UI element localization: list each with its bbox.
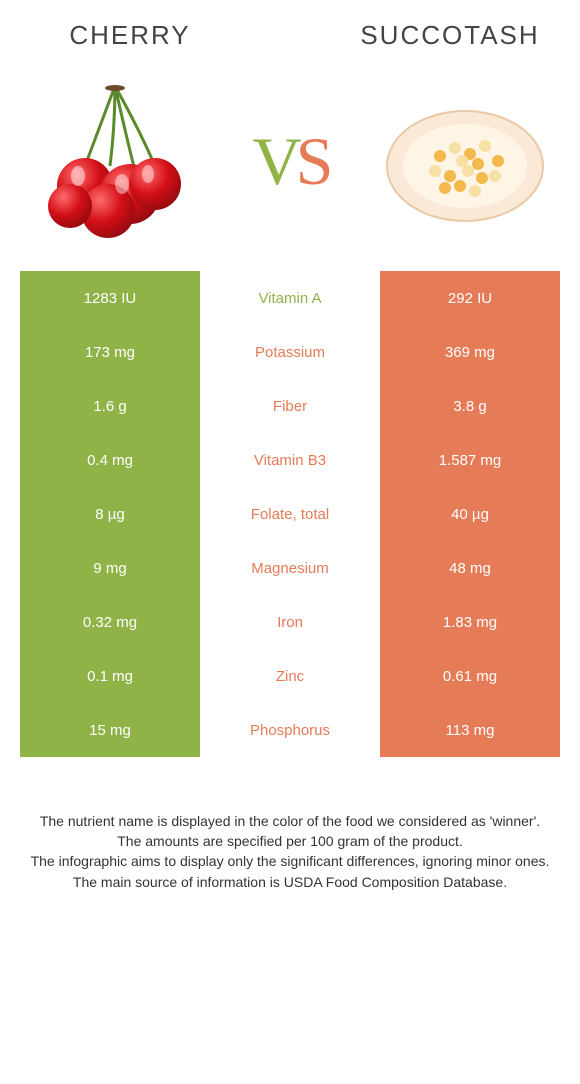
nutrient-row: 1283 IUVitamin A292 IU — [20, 271, 560, 325]
footnote-line: The amounts are specified per 100 gram o… — [30, 832, 550, 850]
nutrient-name: Iron — [202, 595, 378, 649]
cherry-image — [30, 76, 200, 246]
value-right: 1.83 mg — [380, 595, 560, 649]
nutrient-name: Vitamin A — [202, 271, 378, 325]
footnote-line: The infographic aims to display only the… — [30, 852, 550, 870]
nutrient-name: Phosphorus — [202, 703, 378, 757]
nutrient-name: Magnesium — [202, 541, 378, 595]
nutrient-row: 8 µgFolate, total40 µg — [20, 487, 560, 541]
nutrient-name: Potassium — [202, 325, 378, 379]
value-left: 173 mg — [20, 325, 200, 379]
nutrient-name: Vitamin B3 — [202, 433, 378, 487]
footnotes: The nutrient name is displayed in the co… — [20, 812, 560, 913]
nutrient-row: 15 mgPhosphorus113 mg — [20, 703, 560, 757]
nutrient-row: 0.4 mgVitamin B31.587 mg — [20, 433, 560, 487]
vs-s: S — [296, 123, 328, 199]
value-left: 8 µg — [20, 487, 200, 541]
value-left: 0.32 mg — [20, 595, 200, 649]
images-row: VS — [20, 76, 560, 246]
value-right: 369 mg — [380, 325, 560, 379]
value-right: 3.8 g — [380, 379, 560, 433]
nutrient-name: Folate, total — [202, 487, 378, 541]
nutrient-table: 1283 IUVitamin A292 IU173 mgPotassium369… — [20, 271, 560, 757]
nutrient-row: 0.1 mgZinc0.61 mg — [20, 649, 560, 703]
value-left: 1283 IU — [20, 271, 200, 325]
nutrient-row: 9 mgMagnesium48 mg — [20, 541, 560, 595]
value-left: 0.1 mg — [20, 649, 200, 703]
value-right: 113 mg — [380, 703, 560, 757]
value-left: 1.6 g — [20, 379, 200, 433]
value-right: 48 mg — [380, 541, 560, 595]
nutrient-row: 0.32 mgIron1.83 mg — [20, 595, 560, 649]
footnote-line: The main source of information is USDA F… — [30, 873, 550, 891]
title-left: Cherry — [20, 20, 240, 51]
nutrient-name: Zinc — [202, 649, 378, 703]
value-left: 0.4 mg — [20, 433, 200, 487]
title-right: Succotash — [340, 20, 560, 51]
nutrient-name: Fiber — [202, 379, 378, 433]
value-right: 1.587 mg — [380, 433, 560, 487]
vs-label: VS — [253, 122, 328, 201]
nutrient-row: 1.6 gFiber3.8 g — [20, 379, 560, 433]
succotash-image — [380, 76, 550, 246]
value-left: 9 mg — [20, 541, 200, 595]
value-right: 40 µg — [380, 487, 560, 541]
value-right: 292 IU — [380, 271, 560, 325]
vs-v: V — [253, 123, 296, 199]
footnote-line: The nutrient name is displayed in the co… — [30, 812, 550, 830]
header: Cherry Succotash — [20, 20, 560, 51]
nutrient-row: 173 mgPotassium369 mg — [20, 325, 560, 379]
value-left: 15 mg — [20, 703, 200, 757]
value-right: 0.61 mg — [380, 649, 560, 703]
